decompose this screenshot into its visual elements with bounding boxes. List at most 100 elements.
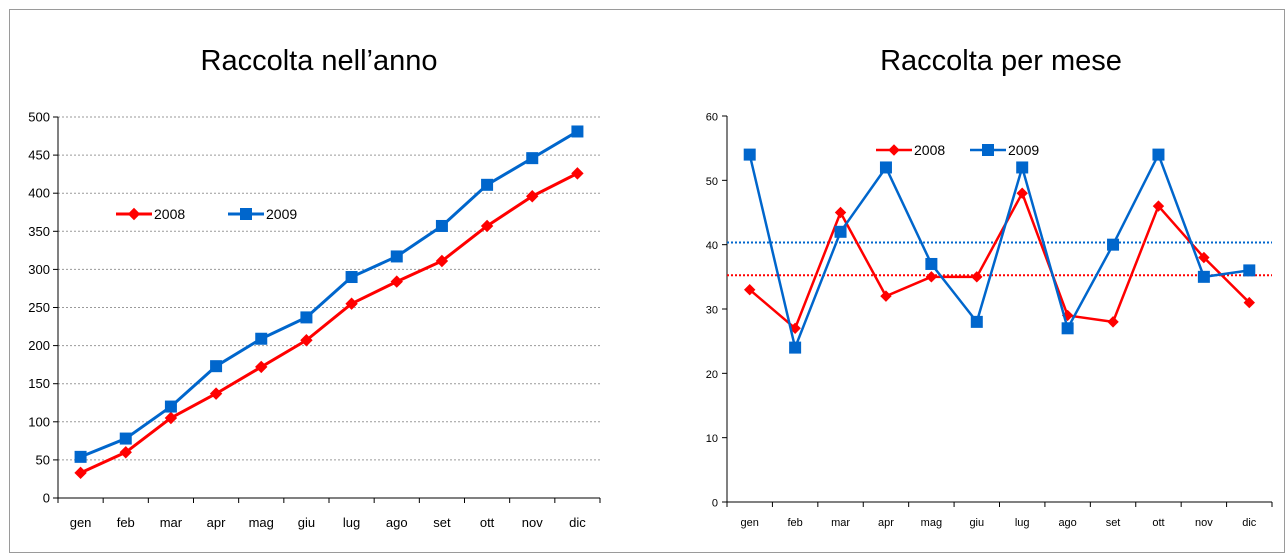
data-point-2009	[526, 152, 539, 165]
data-point-2009	[743, 148, 756, 161]
x-tick-label: mar	[160, 515, 183, 530]
data-point-2008	[526, 190, 539, 203]
legend-label: 2009	[266, 206, 297, 222]
data-point-2009	[119, 432, 132, 445]
data-point-2009	[879, 161, 892, 174]
x-tick-label: dic	[1242, 517, 1257, 529]
data-point-2009	[1197, 270, 1210, 283]
legend-marker-2009	[240, 208, 252, 220]
data-point-2009	[164, 400, 177, 413]
data-point-2008	[74, 466, 87, 480]
y-tick-label: 50	[36, 452, 50, 467]
data-point-2009	[300, 311, 313, 324]
data-point-2008	[880, 290, 892, 302]
data-point-2008	[1107, 316, 1119, 328]
data-point-2009	[571, 125, 584, 138]
legend-marker-2008	[888, 144, 900, 156]
x-tick-label: mag	[921, 517, 942, 529]
y-tick-label: 350	[28, 224, 50, 239]
x-tick-label: lug	[343, 515, 360, 530]
y-tick-label: 40	[706, 240, 718, 252]
x-tick-label: giu	[298, 515, 315, 530]
data-point-2008	[789, 322, 801, 335]
data-point-2009	[1243, 264, 1256, 277]
data-point-2009	[1152, 148, 1165, 161]
x-tick-label: nov	[522, 515, 543, 530]
data-point-2009	[74, 450, 87, 463]
data-point-2008	[209, 387, 223, 400]
data-point-2009	[435, 219, 448, 232]
data-point-2009	[834, 225, 847, 238]
chart-1: Raccolta nell’anno 0 50 100 150 200 250 300 350 4…	[28, 45, 601, 530]
data-point-2009	[970, 315, 983, 328]
data-point-2008	[435, 254, 449, 268]
x-tick-label: set	[433, 515, 451, 530]
data-point-2009	[390, 250, 403, 263]
data-point-2009	[210, 360, 223, 373]
x-tick-label: giu	[969, 517, 984, 529]
data-point-2008	[300, 334, 313, 347]
y-tick-label: 200	[28, 338, 50, 353]
y-tick-label: 450	[28, 148, 50, 163]
x-tick-label: nov	[1195, 517, 1213, 529]
data-point-2009	[1107, 238, 1120, 251]
x-tick-label: ott	[480, 515, 495, 530]
series-line-2009	[748, 153, 1250, 349]
x-tick-label: apr	[207, 515, 226, 530]
chart-title: Raccolta per mese	[880, 45, 1122, 77]
x-tick-label: ago	[386, 515, 408, 530]
x-tick-label: ago	[1058, 517, 1076, 529]
x-tick-label: mag	[249, 515, 274, 530]
data-point-2009	[481, 178, 494, 191]
legend-label: 2009	[1008, 142, 1039, 158]
data-point-2008	[390, 275, 403, 288]
x-tick-label: gen	[741, 517, 759, 529]
data-point-2008	[119, 446, 132, 459]
y-tick-label: 0	[43, 491, 50, 506]
x-tick-label: mar	[831, 517, 850, 529]
data-point-2008	[480, 219, 494, 233]
x-tick-label: feb	[787, 517, 802, 529]
data-point-2008	[1198, 251, 1210, 264]
y-tick-label: 20	[706, 369, 718, 381]
y-tick-label: 100	[28, 414, 50, 429]
y-tick-label: 10	[706, 433, 718, 445]
legend-label: 2008	[154, 206, 185, 222]
data-point-2009	[925, 257, 938, 270]
data-point-2008	[255, 360, 268, 374]
data-point-2009	[1061, 322, 1074, 335]
x-tick-label: feb	[117, 515, 135, 530]
data-point-2008	[1016, 187, 1028, 199]
series-line-2009	[80, 130, 579, 459]
x-tick-label: dic	[569, 515, 586, 530]
x-tick-label: lug	[1015, 517, 1030, 529]
data-point-2009	[1016, 161, 1029, 174]
data-point-2008	[744, 283, 756, 296]
data-point-2008	[164, 411, 178, 425]
x-tick-label: ott	[1152, 517, 1164, 529]
x-tick-label: gen	[70, 515, 92, 530]
y-tick-label: 400	[28, 186, 50, 201]
data-point-2008	[834, 206, 847, 219]
legend-label: 2008	[914, 142, 945, 158]
y-tick-label: 250	[28, 300, 50, 315]
charts-frame	[9, 9, 1285, 553]
y-tick-label: 0	[712, 498, 718, 510]
x-tick-label: apr	[878, 517, 894, 529]
data-point-2008	[1243, 296, 1255, 309]
x-tick-label: set	[1106, 517, 1121, 529]
chart-title: Raccolta nell’anno	[201, 45, 438, 77]
data-point-2008	[1152, 200, 1165, 212]
data-point-2009	[255, 332, 268, 345]
data-point-2008	[971, 271, 983, 283]
data-point-2008	[925, 271, 938, 283]
data-point-2008	[571, 167, 584, 180]
y-tick-label: 60	[706, 112, 718, 124]
data-point-2008	[345, 297, 358, 310]
data-point-2009	[789, 341, 802, 354]
y-tick-label: 50	[706, 176, 718, 188]
data-point-2009	[345, 271, 358, 284]
series-line-2008	[79, 172, 579, 475]
y-tick-label: 30	[706, 305, 718, 317]
